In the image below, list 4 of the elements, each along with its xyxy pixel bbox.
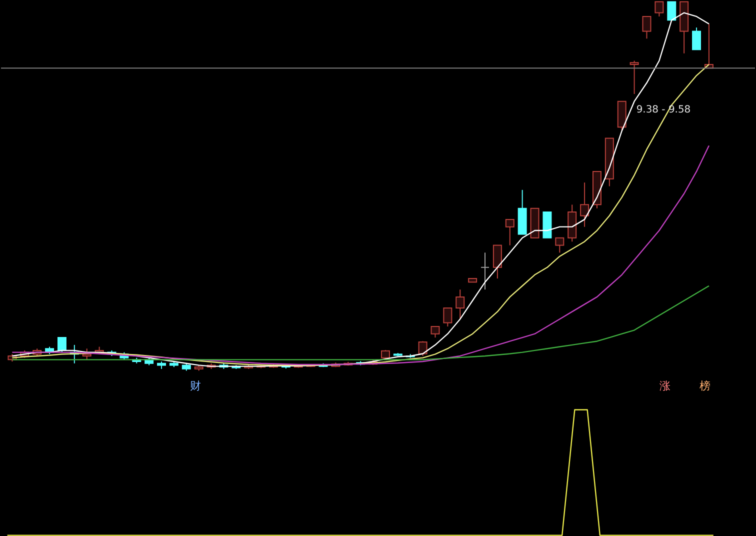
text: 涨 bbox=[660, 380, 671, 393]
text: 财 bbox=[190, 380, 201, 393]
annotation: 9.38 - 9.58 bbox=[636, 104, 691, 116]
text: 榜 bbox=[700, 380, 711, 393]
